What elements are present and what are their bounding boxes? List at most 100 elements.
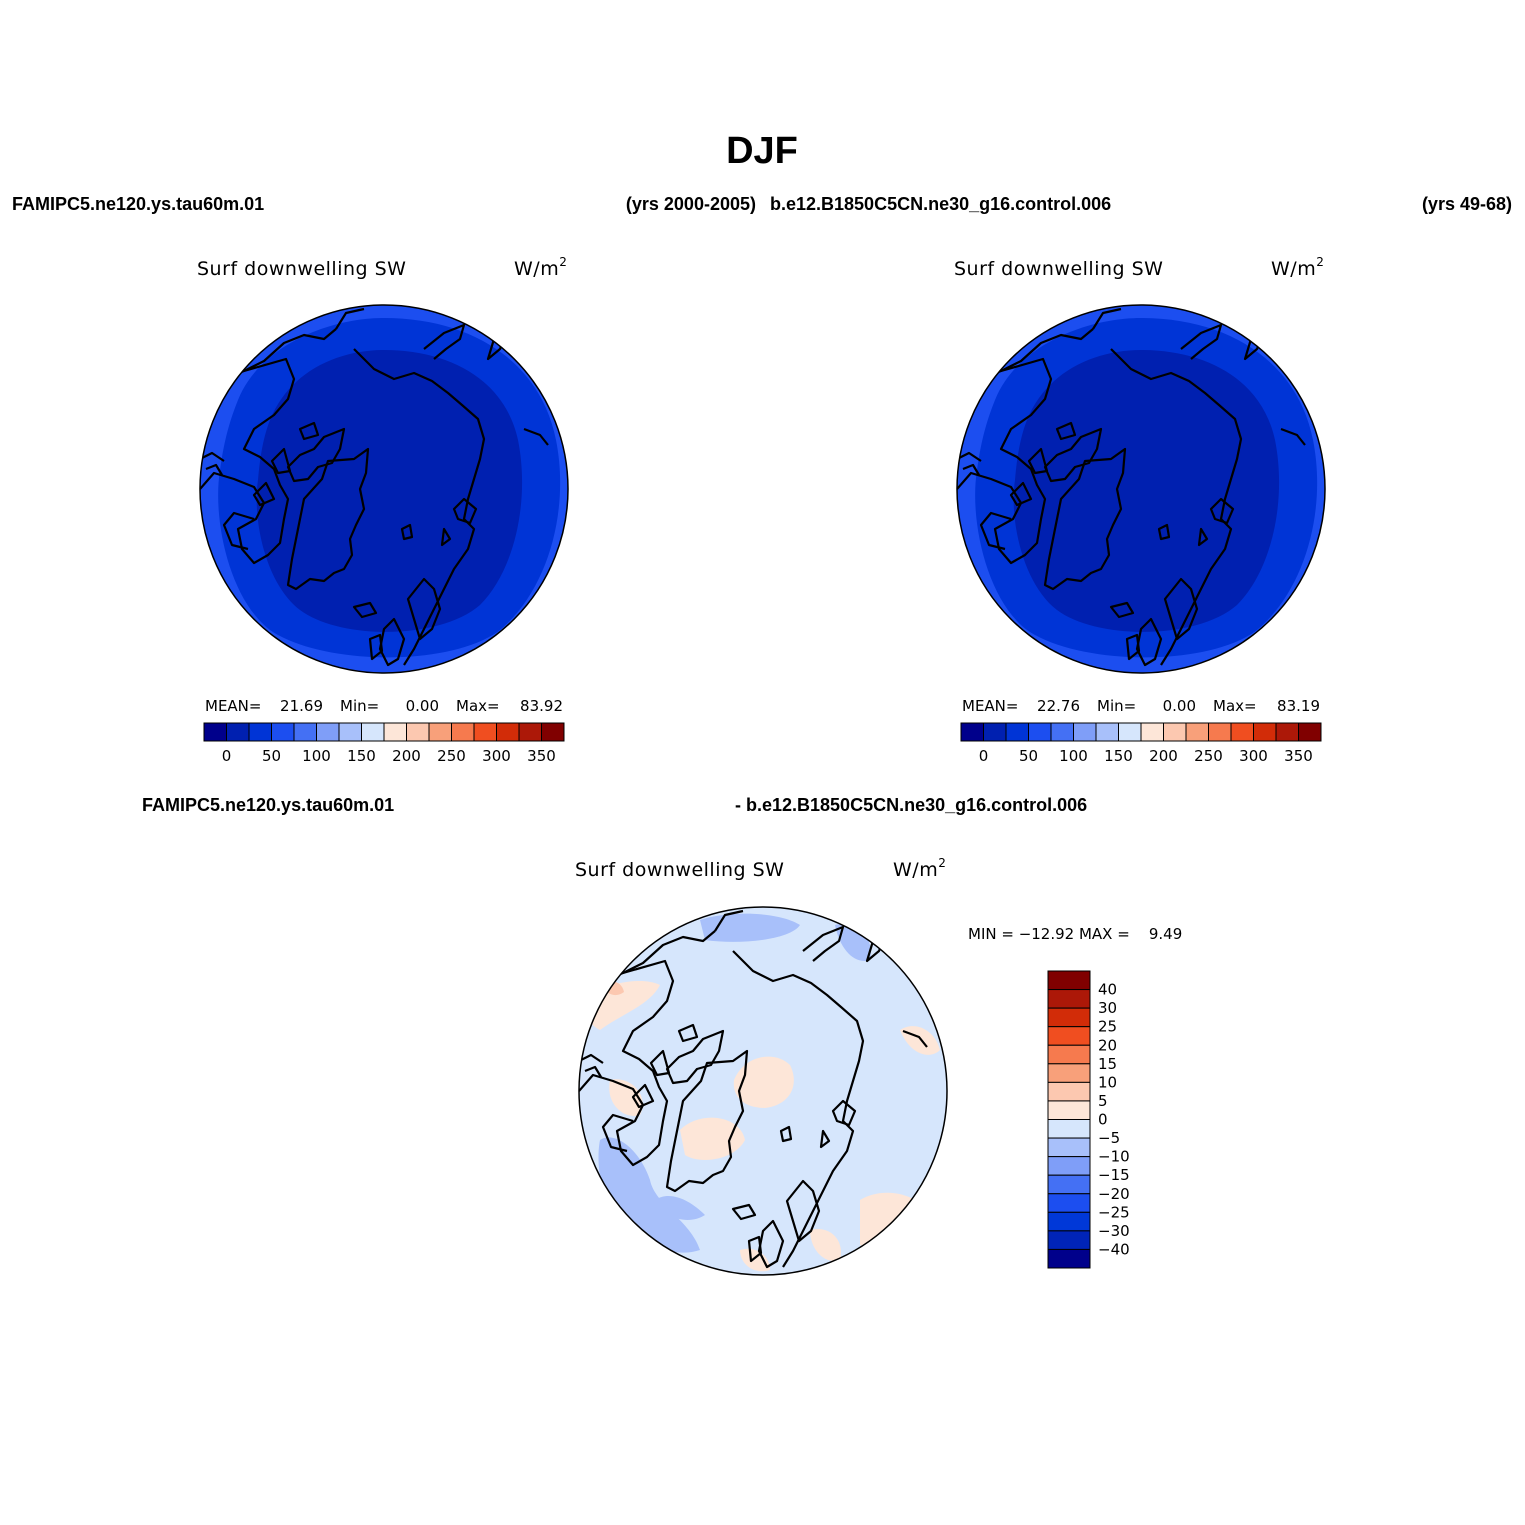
min-label-right: Min=: [1097, 697, 1136, 715]
colorbar-left-tick-label: 350: [527, 747, 556, 765]
colorbar-diff-tick-label: 40: [1098, 981, 1117, 999]
colorbar-left-tick-label: 250: [437, 747, 466, 765]
colorbar-diff-tick-label: −5: [1098, 1129, 1120, 1147]
colorbar-diff-tick-label: −10: [1098, 1148, 1130, 1166]
colorbar-right-tick-label: 300: [1239, 747, 1268, 765]
colorbar-diff-swatch: [1047, 1193, 1091, 1213]
panel-left: Surf downwelling SW W/m2 MEAN= 21.69 Min…: [197, 255, 569, 765]
max-label-right: Max=: [1213, 697, 1257, 715]
colorbar-left-swatch: [361, 722, 385, 742]
mean-label-right: MEAN=: [962, 697, 1018, 715]
colorbar-left-swatch: [248, 722, 272, 742]
colorbar-left-swatch: [451, 722, 475, 742]
colorbar-diff-swatch: [1047, 970, 1091, 991]
min-value-right: 0.00: [1163, 697, 1196, 715]
colorbar-diff-swatch: [1047, 1100, 1091, 1120]
colorbar-right-swatch: [1050, 722, 1074, 742]
colorbar-diff-swatch: [1047, 1119, 1091, 1139]
colorbar-right-swatch: [1028, 722, 1052, 742]
max-value-left: 83.92: [520, 697, 563, 715]
right-case-years: (yrs 49-68): [1422, 194, 1512, 214]
colorbar-right-swatch: [1140, 722, 1164, 742]
colorbar-left-swatch: [203, 722, 227, 742]
colorbar-left-swatch: [541, 722, 565, 742]
colorbar-diff-swatch: [1047, 1156, 1091, 1176]
colorbar-right-swatch: [1073, 722, 1097, 742]
mean-value-right: 22.76: [1037, 697, 1080, 715]
colorbar-diff-tick-label: 15: [1098, 1055, 1117, 1073]
min-value-left: 0.00: [406, 697, 439, 715]
colorbar-left-tick-label: 100: [302, 747, 331, 765]
colorbar-left-swatch: [406, 722, 430, 742]
map-right: [956, 304, 1326, 674]
colorbar-left-swatch: [496, 722, 520, 742]
colorbar-right-swatch: [1005, 722, 1029, 742]
colorbar-right-swatch: [1253, 722, 1277, 742]
mean-value-left: 21.69: [280, 697, 323, 715]
colorbar-left-swatch: [293, 722, 317, 742]
colorbar-right-tick-label: 200: [1149, 747, 1178, 765]
colorbar-right-swatch: [1118, 722, 1142, 742]
colorbar-diff-swatch: [1047, 1063, 1091, 1083]
colorbar-diff-tick-label: 0: [1098, 1111, 1108, 1129]
colorbar-right-swatch: [1275, 722, 1299, 742]
panel-right-variable: Surf downwelling SW: [954, 258, 1163, 280]
colorbar-right: 0 50 100 150 200 250 300 350: [960, 722, 1322, 765]
colorbar-left-tick-label: 200: [392, 747, 421, 765]
diff-case-a: FAMIPC5.ne120.ys.tau60m.01: [142, 795, 394, 815]
colorbar-right-swatch: [1230, 722, 1254, 742]
colorbar-diff-tick-label: 30: [1098, 999, 1117, 1017]
colorbar-diff-tick-label: 5: [1098, 1092, 1108, 1110]
colorbar-diff-swatch: [1047, 1026, 1091, 1046]
colorbar-left-swatch: [316, 722, 340, 742]
colorbar-diff-swatch: [1047, 989, 1091, 1009]
map-left: [199, 304, 569, 674]
colorbar-diff-swatch: [1047, 1230, 1091, 1250]
mean-label-left: MEAN=: [205, 697, 261, 715]
max-label-left: Max=: [456, 697, 500, 715]
colorbar-diff-tick-label: −20: [1098, 1185, 1130, 1203]
left-case-name: FAMIPC5.ne120.ys.tau60m.01: [12, 194, 264, 214]
colorbar-right-swatch: [1185, 722, 1209, 742]
colorbar-right-swatch: [1095, 722, 1119, 742]
colorbar-diff-tick-label: 10: [1098, 1073, 1117, 1091]
colorbar-right-tick-label: 150: [1104, 747, 1133, 765]
colorbar-diff-swatch: [1047, 1081, 1091, 1102]
panel-diff-units: W/m2: [893, 856, 946, 881]
colorbar-diff-swatch: [1047, 1248, 1091, 1269]
colorbar-left-swatch: [271, 722, 295, 742]
colorbar-left-tick-label: 300: [482, 747, 511, 765]
colorbar-right-tick-label: 50: [1019, 747, 1038, 765]
stats-right: MEAN= 22.76 Min= 0.00 Max= 83.19: [962, 697, 1320, 715]
colorbar-left-tick-label: 150: [347, 747, 376, 765]
colorbar-diff-swatch: [1047, 1137, 1091, 1158]
colorbar-right-tick-label: 250: [1194, 747, 1223, 765]
colorbar-diff-tick-label: 25: [1098, 1018, 1117, 1036]
colorbar-diff-tick-label: −15: [1098, 1166, 1130, 1184]
colorbar-left: 0 50 100 150 200 250 300 350: [203, 722, 565, 765]
colorbar-left-swatch: [338, 722, 362, 742]
colorbar-diff-swatch: [1047, 1174, 1091, 1195]
panel-left-units: W/m2: [514, 255, 567, 280]
colorbar-diff-tick-label: 20: [1098, 1036, 1117, 1054]
diff-case-b: - b.e12.B1850C5CN.ne30_g16.control.006: [735, 795, 1087, 815]
panel-diff: Surf downwelling SW W/m2: [575, 856, 1182, 1276]
colorbar-diff-tick-label: −25: [1098, 1203, 1130, 1221]
max-value-right: 83.19: [1277, 697, 1320, 715]
panel-left-variable: Surf downwelling SW: [197, 258, 406, 280]
colorbar-right-swatch: [960, 722, 984, 742]
colorbar-left-tick-label: 50: [262, 747, 281, 765]
left-case-years: (yrs 2000-2005): [626, 194, 756, 214]
colorbar-right-tick-label: 0: [979, 747, 989, 765]
colorbar-left-swatch: [383, 722, 407, 742]
colorbar-right-tick-label: 350: [1284, 747, 1313, 765]
right-case-name: b.e12.B1850C5CN.ne30_g16.control.006: [770, 194, 1111, 214]
panel-diff-variable: Surf downwelling SW: [575, 859, 784, 881]
figure-title: DJF: [726, 130, 798, 172]
diff-minmax: MIN = −12.92 MAX = 9.49: [968, 925, 1182, 943]
colorbar-diff-swatch: [1047, 1044, 1091, 1065]
colorbar-right-swatch: [983, 722, 1007, 742]
colorbar-right-swatch: [1208, 722, 1232, 742]
